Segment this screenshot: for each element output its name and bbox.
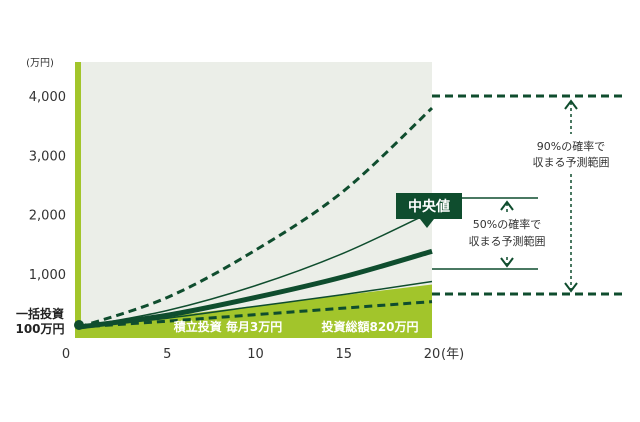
range50-label-bg	[458, 214, 556, 254]
x-ticks: 0 5 10 15 20	[62, 347, 440, 362]
initial-label-line1: 一括投資	[16, 306, 64, 321]
total-label: 投資総額820万円	[321, 319, 418, 334]
x-axis-unit: (年)	[441, 347, 464, 362]
y-ticks: 1,000 2,000 3,000 4,000	[29, 90, 66, 283]
y-tick-label: 1,000	[29, 268, 66, 283]
x-tick-label: 15	[335, 347, 352, 362]
median-badge-box	[396, 193, 462, 219]
start-point	[74, 320, 84, 330]
x-tick-label: 5	[163, 347, 171, 362]
y-tick-label: 2,000	[29, 209, 66, 224]
series-layer	[78, 106, 434, 330]
y-tick-label: 4,000	[29, 90, 66, 105]
range50-arrow-up-icon	[500, 200, 514, 211]
median-badge-pointer	[420, 219, 434, 228]
median-badge-label: 中央値	[408, 198, 450, 215]
initial-label-line2: 100万円	[15, 322, 64, 336]
range90-arrow-down-icon	[564, 282, 578, 293]
x-tick-label: 20	[424, 347, 441, 362]
series-line-4	[78, 106, 434, 329]
x-tick-label: 0	[62, 347, 70, 362]
range90-arrow-up-icon	[564, 99, 578, 110]
monthly-label: 積立投資 毎月3万円	[173, 319, 283, 334]
range50-label-line2: 収まる予測範囲	[469, 234, 546, 248]
range90-label-line1: 90%の確率で	[537, 139, 605, 153]
range50-arrow-down-icon	[500, 257, 514, 268]
range50-label-line1: 50%の確率で	[473, 217, 541, 231]
range-guides	[432, 94, 622, 296]
series-line-5	[78, 300, 433, 329]
y-axis-unit: (万円)	[26, 58, 54, 69]
series-line-2	[78, 210, 433, 328]
initial-investment-bar	[75, 62, 81, 338]
x-tick-label: 10	[247, 347, 264, 362]
median-badge: 中央値	[396, 193, 462, 228]
range90-label-bg	[520, 134, 622, 174]
range90-label-line2: 収まる予測範囲	[533, 155, 610, 169]
series-line-median	[78, 248, 433, 330]
y-tick-label: 3,000	[29, 149, 66, 164]
contribution-area	[79, 284, 432, 338]
